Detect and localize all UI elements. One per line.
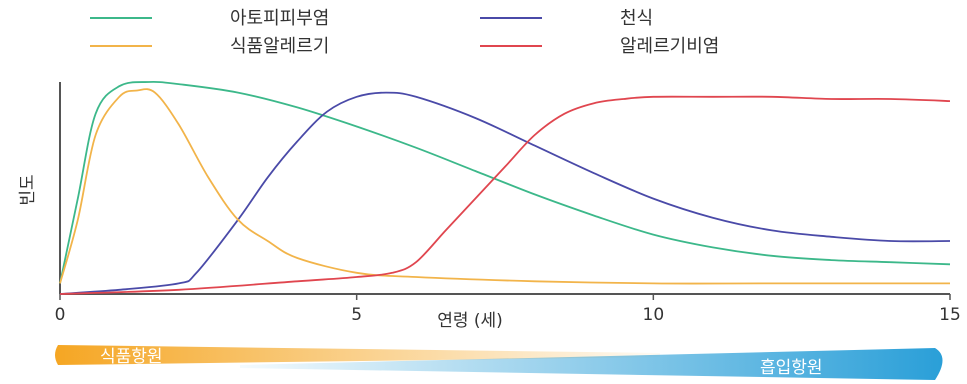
series-line-asthma xyxy=(59,91,951,295)
inhalant-antigen-label: 흡입항원 xyxy=(760,358,823,378)
x-tick-label: 0 xyxy=(55,305,66,325)
y-axis-label: 빈도 xyxy=(18,174,38,205)
x-tick-label: 5 xyxy=(351,305,362,325)
antigen-bars: 식품항원 흡입항원 xyxy=(55,345,943,380)
legend-label-food-allergy: 식품알레르기 xyxy=(230,36,329,57)
food-antigen-bar xyxy=(55,345,660,365)
x-tick-label: 10 xyxy=(643,305,665,325)
inhalant-antigen-bar xyxy=(240,348,943,380)
food-antigen-label: 식품항원 xyxy=(100,347,163,367)
series-line-food-allergy xyxy=(59,88,950,285)
legend-label-atopic-dermatitis: 아토피피부염 xyxy=(230,8,329,29)
series-line-allergic-rhinitis xyxy=(59,95,951,295)
x-axis-label: 연령 (세) xyxy=(437,311,503,331)
legend-label-asthma: 천식 xyxy=(620,8,653,29)
series-line-atopic-dermatitis xyxy=(59,81,951,284)
series-lines xyxy=(59,81,951,295)
x-tick-label: 15 xyxy=(939,305,961,325)
legend-label-allergic-rhinitis: 알레르기비염 xyxy=(620,36,719,57)
